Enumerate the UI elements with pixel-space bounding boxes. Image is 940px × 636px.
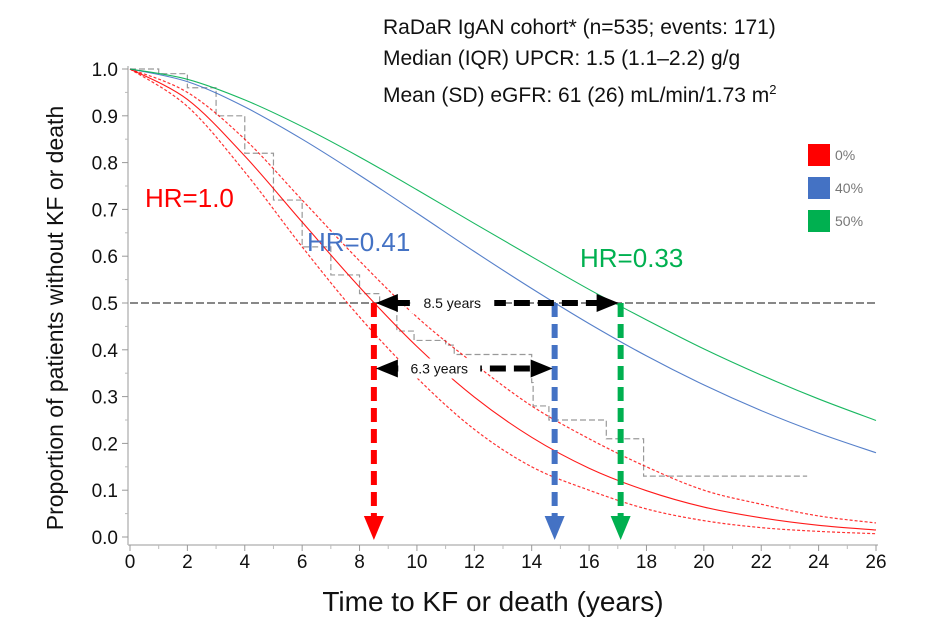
arrow-head-right-icon (596, 294, 619, 312)
annotation-background (410, 293, 495, 313)
y-axis-title: Proportion of patients without KF or dea… (42, 106, 68, 530)
kaplan-meier-curve (130, 68, 808, 477)
y-tick-label: 0.1 (92, 481, 118, 502)
y-tick-label: 1.0 (92, 60, 118, 81)
annotation-background (398, 358, 481, 379)
x-tick-label: 26 (865, 552, 886, 573)
upcr-info: Median (IQR) UPCR: 1.5 (1.1–2.2) g/g (383, 47, 741, 70)
x-tick-label: 8 (354, 552, 365, 573)
legend-swatch-green (808, 209, 830, 232)
arrow-head-left-icon (375, 294, 398, 312)
legend-swatch-blue (808, 176, 830, 199)
y-tick-label: 0.4 (92, 341, 119, 362)
y-tick-label: 0.9 (92, 107, 118, 128)
x-tick-label: 16 (579, 552, 600, 573)
hr-label-50: HR=0.33 (580, 243, 684, 273)
y-tick-label: 0.0 (92, 528, 118, 549)
y-tick-label: 0.2 (92, 434, 118, 455)
x-tick-label: 20 (693, 552, 714, 573)
arrow-head-left-icon (375, 359, 398, 378)
x-tick-label: 4 (239, 552, 250, 573)
series-line-50- (129, 68, 877, 421)
y-tick-label: 0.3 (92, 388, 118, 409)
y-tick-label: 0.8 (92, 154, 118, 175)
egfr-superscript: 2 (769, 82, 777, 97)
hr-label-0: HR=1.0 (145, 183, 234, 213)
x-tick-label: 12 (464, 552, 485, 573)
series-line-40- (129, 68, 877, 454)
cohort-info: RaDaR IgAN cohort* (n=535; events: 171) (383, 16, 776, 39)
legend-label: 40% (835, 179, 864, 196)
x-tick-label: 22 (751, 552, 772, 573)
legend-label: 0% (835, 146, 856, 163)
legend-item-0: 0% (808, 138, 863, 171)
legend-item-40: 40% (808, 171, 863, 204)
duration-label: 6.3 years (410, 361, 468, 377)
legend: 0% 40% 50% (808, 138, 863, 237)
x-tick-label: 0 (125, 552, 136, 573)
legend-item-50: 50% (808, 204, 863, 237)
egfr-text: Mean (SD) eGFR: 61 (26) mL/min/1.73 m (383, 84, 770, 107)
series-line-0- (129, 68, 877, 531)
y-tick-label: 0.7 (92, 200, 118, 221)
arrow-head-down-icon (363, 516, 384, 540)
x-tick-label: 2 (182, 552, 193, 573)
y-tick-label: 0.5 (92, 294, 118, 315)
series-line-0-upper-ci (129, 68, 877, 524)
x-tick-label: 10 (406, 552, 427, 573)
duration-label: 8.5 years (423, 295, 481, 311)
arrow-head-right-icon (530, 359, 553, 378)
hr-label-40: HR=0.41 (307, 227, 411, 257)
legend-swatch-red (808, 143, 830, 166)
x-tick-label: 14 (521, 552, 543, 573)
egfr-info: Mean (SD) eGFR: 61 (26) mL/min/1.73 m2 (383, 74, 777, 111)
legend-label: 50% (835, 212, 864, 229)
arrow-head-down-icon (610, 516, 631, 540)
x-tick-label: 6 (297, 552, 308, 573)
x-axis-title: Time to KF or death (years) (322, 586, 663, 617)
series-line-0-lower-ci (129, 68, 877, 535)
y-tick-label: 0.6 (92, 247, 118, 268)
x-tick-label: 18 (636, 552, 657, 573)
arrow-head-down-icon (544, 516, 565, 540)
x-tick-label: 24 (808, 552, 830, 573)
